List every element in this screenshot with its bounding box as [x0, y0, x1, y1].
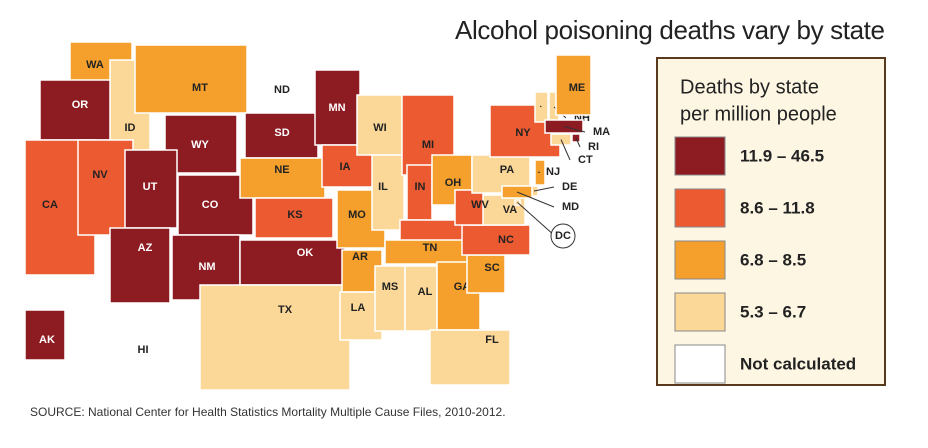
- leader-line: [533, 186, 555, 192]
- state-label: GA: [454, 281, 471, 293]
- state-label: FL: [485, 334, 499, 346]
- state-label: NM: [198, 261, 215, 273]
- leader-line: [539, 105, 542, 108]
- legend-label: Not calculated: [740, 354, 856, 373]
- state-label: KS: [287, 209, 302, 221]
- state-label: TN: [423, 242, 438, 254]
- state: [374, 265, 406, 332]
- state: [555, 54, 592, 116]
- legend-title: per million people: [680, 103, 837, 125]
- state: [429, 329, 511, 386]
- state-label: AR: [352, 251, 368, 263]
- state-label: NC: [498, 234, 514, 246]
- state: [466, 254, 506, 294]
- state-label: MN: [328, 102, 345, 114]
- state-label: OK: [297, 247, 314, 259]
- state-label: ND: [274, 84, 290, 96]
- state: [244, 112, 319, 159]
- state-label: MO: [348, 209, 366, 221]
- state-label: ID: [125, 122, 136, 134]
- legend-swatch: [674, 344, 726, 384]
- state: [119, 319, 181, 351]
- state: [406, 164, 433, 221]
- state: [24, 309, 66, 361]
- state-label: PA: [500, 164, 515, 176]
- state: [454, 189, 484, 226]
- state-label: OH: [445, 177, 462, 189]
- state: [356, 94, 403, 156]
- state-label: SC: [484, 262, 499, 274]
- state-label: UT: [143, 181, 158, 193]
- state-label: MI: [422, 139, 434, 151]
- state: [199, 284, 351, 391]
- legend-title: Deaths by state: [680, 76, 819, 98]
- state-label: VA: [503, 204, 518, 216]
- state: [384, 239, 471, 265]
- state-label: MS: [382, 281, 399, 293]
- state-label: ME: [569, 82, 586, 94]
- state: [471, 154, 531, 194]
- state: [77, 139, 134, 236]
- state-label: AL: [418, 286, 433, 298]
- state-label: CA: [42, 199, 58, 211]
- state-label: MD: [562, 201, 579, 213]
- legend-swatch: [674, 292, 726, 332]
- state-label: RI: [588, 141, 599, 153]
- state-label: DE: [562, 181, 577, 193]
- state-label: AK: [39, 334, 55, 346]
- state-label: NV: [92, 169, 108, 181]
- legend-label: 11.9 – 46.5: [740, 146, 824, 165]
- state-label: MT: [192, 82, 208, 94]
- state-label: WV: [471, 199, 489, 211]
- legend-swatch: [674, 240, 726, 280]
- state-label: IA: [340, 161, 351, 173]
- state-label: MA: [593, 126, 610, 138]
- state-label: WA: [86, 59, 104, 71]
- legend-label: 8.6 – 11.8: [740, 198, 815, 217]
- state-label: AZ: [138, 242, 153, 254]
- state: [239, 239, 346, 286]
- state-label: WI: [373, 122, 386, 134]
- state-label: IN: [415, 181, 426, 193]
- state-label: DC: [555, 230, 571, 242]
- state-label: CT: [578, 154, 593, 166]
- leader-line: [517, 202, 556, 237]
- state: [404, 265, 438, 332]
- state-label: LA: [351, 302, 366, 314]
- state: [461, 224, 531, 256]
- leader-line: [537, 171, 541, 173]
- state-label: HI: [138, 344, 149, 356]
- state: [371, 154, 405, 231]
- state-label: NY: [515, 127, 531, 139]
- leader-line: [516, 191, 555, 208]
- legend-swatch: [674, 136, 726, 176]
- state-label: CO: [202, 199, 219, 211]
- state-label: WY: [191, 139, 209, 151]
- legend-label: 6.8 – 8.5: [740, 250, 806, 269]
- source: SOURCE: National Center for Health Stati…: [30, 405, 506, 419]
- leader-line: [575, 137, 581, 148]
- legend-label: 5.3 – 6.7: [740, 302, 806, 321]
- title: Alcohol poisoning deaths vary by state: [455, 15, 885, 45]
- leader-line: [560, 139, 571, 161]
- legend-swatch: [674, 188, 726, 228]
- leader-line: [563, 126, 586, 133]
- state: [109, 227, 171, 304]
- state-label: TX: [278, 304, 293, 316]
- state-label: NE: [274, 164, 289, 176]
- dc-circle: [550, 223, 576, 249]
- state-label: IL: [378, 181, 388, 193]
- state: [124, 149, 178, 229]
- state-label: OR: [72, 99, 89, 111]
- state: [134, 44, 248, 114]
- state: [254, 197, 334, 239]
- state-label: SD: [274, 127, 289, 139]
- state-label: NJ: [546, 166, 560, 178]
